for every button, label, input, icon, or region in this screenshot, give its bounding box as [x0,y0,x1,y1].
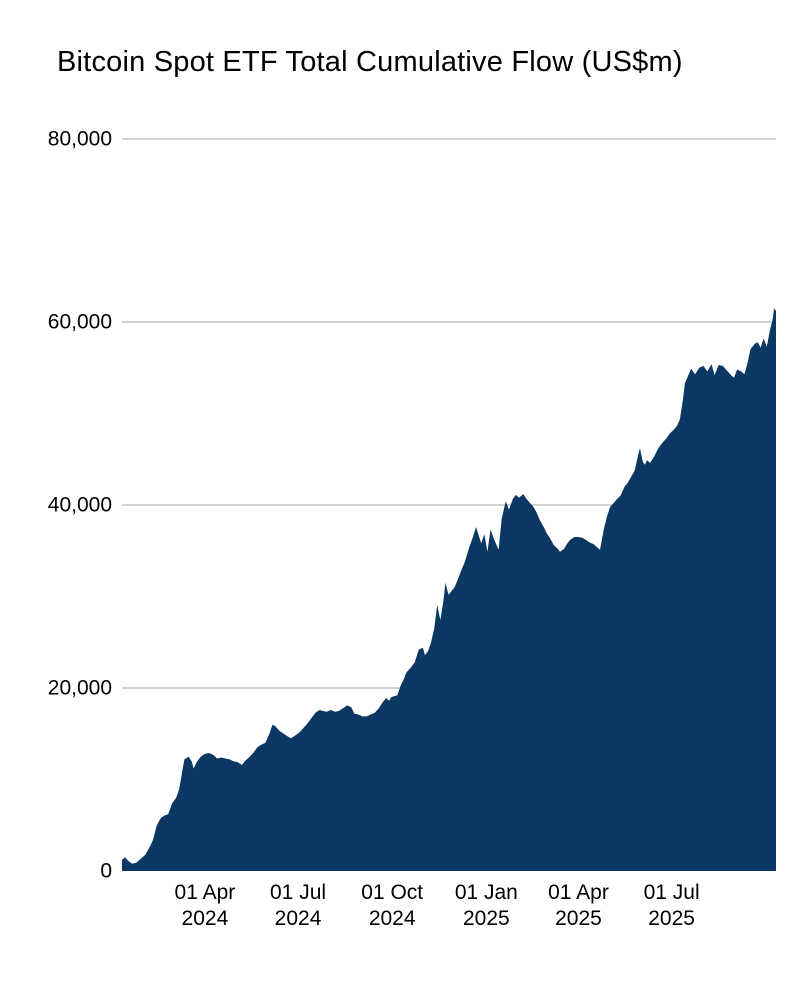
y-axis-tick-label: 60,000 [47,310,112,334]
chart-title: Bitcoin Spot ETF Total Cumulative Flow (… [57,46,683,78]
x-tick-year: 2024 [181,907,229,930]
x-tick-date: 01 Apr [548,881,609,904]
x-tick-year: 2025 [462,907,510,930]
x-axis-tick-label: 01 Jul 2025 [644,880,700,932]
x-tick-year: 2024 [368,907,416,930]
x-tick-year: 2025 [555,907,602,930]
x-tick-date: 01 Jan [454,881,518,904]
x-axis-tick-label: 01 Apr 2024 [175,880,236,932]
x-axis-tick-label: 01 Jul 2024 [270,880,326,932]
x-axis-tick-label: 01 Oct 2024 [361,880,423,932]
x-axis-tick-label: 01 Jan 2025 [455,880,518,932]
x-tick-year: 2025 [648,907,695,930]
x-tick-date: 01 Jul [270,881,327,904]
y-axis-tick-label: 40,000 [47,493,112,517]
x-tick-year: 2024 [274,907,322,930]
x-tick-date: 01 Apr [174,881,236,904]
y-axis-tick-label: 0 [100,859,112,883]
x-axis-tick-label: 01 Apr 2025 [548,880,609,932]
x-tick-date: 01 Oct [361,881,424,904]
area-series [122,308,776,871]
y-axis-tick-label: 80,000 [47,127,112,151]
y-axis-tick-label: 20,000 [47,676,112,700]
x-tick-date: 01 Jul [643,881,700,904]
